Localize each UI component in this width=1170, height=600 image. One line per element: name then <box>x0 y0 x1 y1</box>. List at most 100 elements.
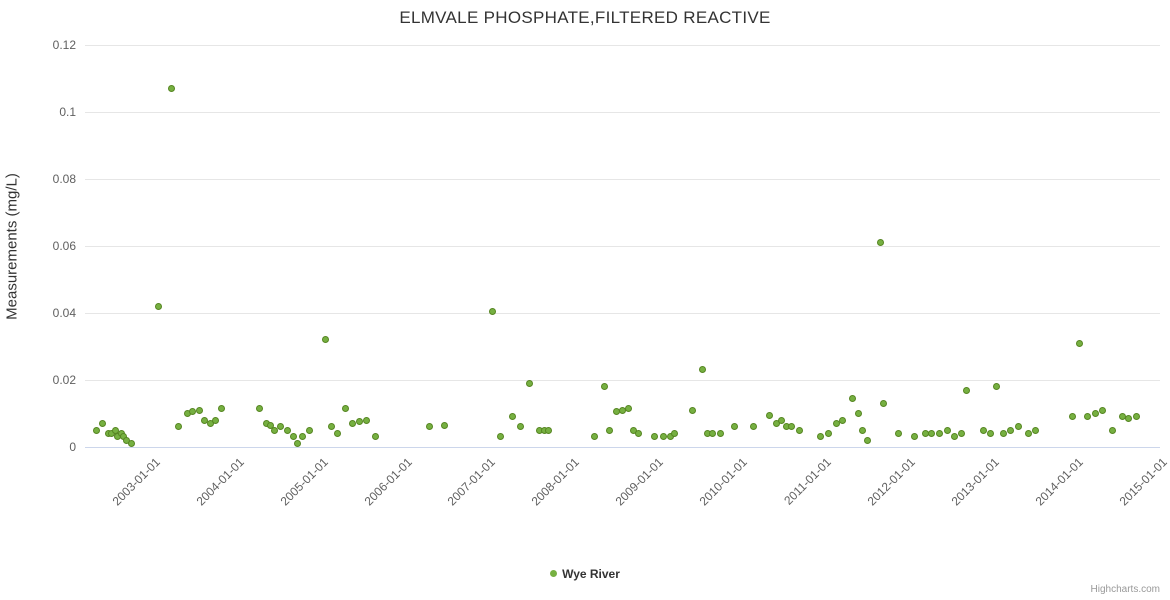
data-point[interactable] <box>921 430 929 438</box>
data-point[interactable] <box>651 433 659 441</box>
data-point[interactable] <box>1118 413 1126 421</box>
data-point[interactable] <box>766 411 774 419</box>
data-point[interactable] <box>788 423 796 431</box>
data-point[interactable] <box>716 430 724 438</box>
data-point[interactable] <box>305 426 313 434</box>
data-point[interactable] <box>864 436 872 444</box>
data-point[interactable] <box>167 85 175 93</box>
data-point[interactable] <box>1108 426 1116 434</box>
data-point[interactable] <box>935 430 943 438</box>
data-point[interactable] <box>849 394 857 402</box>
x-tick-label: 2008-01-01 <box>528 455 583 509</box>
data-point[interactable] <box>605 426 613 434</box>
data-point[interactable] <box>211 416 219 424</box>
data-point[interactable] <box>266 421 274 429</box>
data-point[interactable] <box>963 386 971 394</box>
data-point[interactable] <box>509 413 517 421</box>
data-point[interactable] <box>195 406 203 414</box>
data-point[interactable] <box>425 423 433 431</box>
data-point[interactable] <box>928 430 936 438</box>
data-point[interactable] <box>321 336 329 344</box>
data-point[interactable] <box>349 420 357 428</box>
data-point[interactable] <box>293 440 301 448</box>
data-point[interactable] <box>671 430 679 438</box>
data-point[interactable] <box>911 433 919 441</box>
data-point[interactable] <box>127 440 135 448</box>
data-point[interactable] <box>256 404 264 412</box>
data-point[interactable] <box>1075 339 1083 347</box>
x-tick-label: 2003-01-01 <box>109 455 163 509</box>
y-tick-label: 0.12 <box>52 38 76 52</box>
data-point[interactable] <box>992 383 1000 391</box>
data-point[interactable] <box>894 430 902 438</box>
data-point[interactable] <box>271 426 279 434</box>
data-point[interactable] <box>440 421 448 429</box>
data-point[interactable] <box>625 404 633 412</box>
data-point[interactable] <box>1000 430 1008 438</box>
data-point[interactable] <box>1133 413 1140 421</box>
data-point[interactable] <box>290 433 298 441</box>
data-point[interactable] <box>944 426 952 434</box>
data-point[interactable] <box>855 410 863 417</box>
data-point[interactable] <box>795 426 803 434</box>
data-point[interactable] <box>488 307 496 315</box>
data-point[interactable] <box>839 416 847 424</box>
data-point[interactable] <box>1014 423 1022 431</box>
data-point[interactable] <box>635 430 643 438</box>
data-point[interactable] <box>544 426 552 434</box>
data-point[interactable] <box>355 418 363 426</box>
data-point[interactable] <box>175 423 183 431</box>
data-point[interactable] <box>371 433 379 441</box>
legend-item-wye-river[interactable]: Wye River <box>550 567 620 581</box>
data-point[interactable] <box>880 399 888 407</box>
data-point[interactable] <box>1007 426 1015 434</box>
data-point[interactable] <box>188 408 196 416</box>
data-point[interactable] <box>1091 410 1099 417</box>
x-tick-label: 2010-01-01 <box>696 455 751 509</box>
data-point[interactable] <box>1069 413 1077 421</box>
x-tick-label: 2013-01-01 <box>948 455 1002 509</box>
data-point[interactable] <box>731 423 739 431</box>
data-point[interactable] <box>1125 415 1133 423</box>
data-point[interactable] <box>334 430 342 438</box>
data-point[interactable] <box>298 433 306 441</box>
data-point[interactable] <box>1084 413 1092 421</box>
data-point[interactable] <box>825 430 833 438</box>
data-point[interactable] <box>659 433 667 441</box>
data-point[interactable] <box>517 423 525 431</box>
data-point[interactable] <box>1024 430 1032 438</box>
data-point[interactable] <box>877 239 885 247</box>
data-point[interactable] <box>93 426 101 434</box>
data-point[interactable] <box>526 379 534 387</box>
data-point[interactable] <box>155 302 163 310</box>
data-point[interactable] <box>817 433 825 441</box>
data-point[interactable] <box>618 406 626 414</box>
data-point[interactable] <box>1032 426 1040 434</box>
data-point[interactable] <box>496 433 504 441</box>
data-point[interactable] <box>699 366 707 374</box>
data-point[interactable] <box>218 404 226 412</box>
y-gridline <box>85 313 1160 314</box>
y-tick-label: 0.06 <box>52 239 76 253</box>
data-point[interactable] <box>283 426 291 434</box>
data-point[interactable] <box>709 430 717 438</box>
data-point[interactable] <box>957 430 965 438</box>
data-point[interactable] <box>1098 406 1106 414</box>
data-point[interactable] <box>277 423 285 431</box>
data-point[interactable] <box>832 420 840 428</box>
data-point[interactable] <box>600 383 608 391</box>
highcharts-credits[interactable]: Highcharts.com <box>1090 584 1160 595</box>
data-point[interactable] <box>363 416 371 424</box>
data-point[interactable] <box>986 430 994 438</box>
data-point[interactable] <box>328 423 336 431</box>
data-point[interactable] <box>341 404 349 412</box>
x-tick-label: 2004-01-01 <box>193 455 247 509</box>
data-point[interactable] <box>778 416 786 424</box>
data-point[interactable] <box>950 433 958 441</box>
data-point[interactable] <box>99 420 107 428</box>
data-point[interactable] <box>750 423 758 431</box>
data-point[interactable] <box>858 426 866 434</box>
data-point[interactable] <box>689 406 697 414</box>
data-point[interactable] <box>590 433 598 441</box>
data-point[interactable] <box>980 426 988 434</box>
